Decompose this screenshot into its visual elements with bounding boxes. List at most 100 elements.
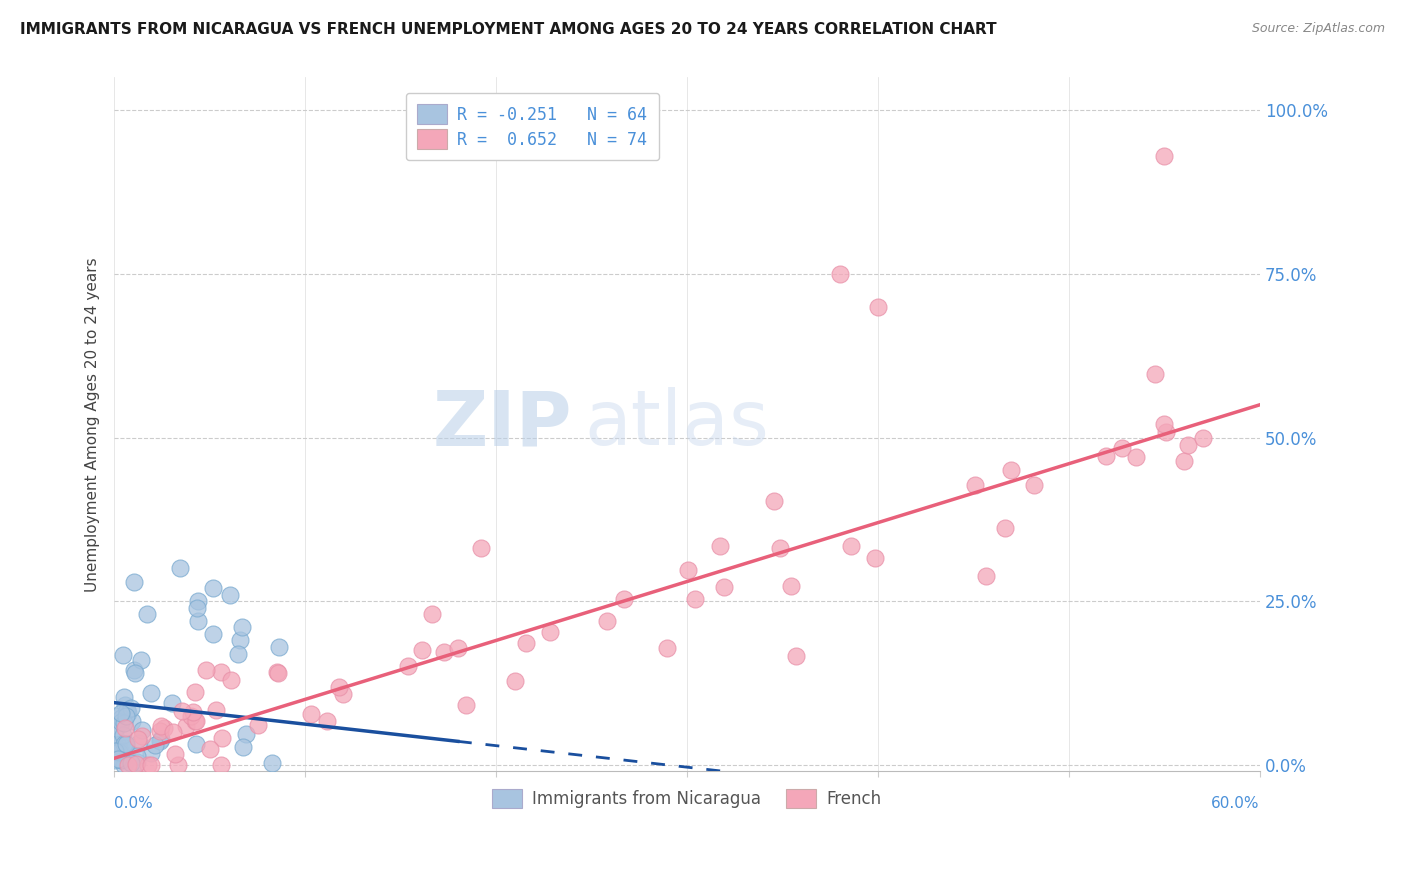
Point — [174, 719, 197, 733]
Point — [299, 707, 322, 722]
Text: Source: ZipAtlas.com: Source: ZipAtlas.com — [1251, 22, 1385, 36]
Point — [260, 756, 283, 770]
Point — [114, 698, 136, 712]
Point — [540, 625, 562, 640]
Point — [454, 698, 477, 712]
Point — [114, 737, 136, 751]
Point — [124, 666, 146, 681]
Point — [107, 747, 129, 762]
Point — [121, 714, 143, 728]
Point — [1095, 449, 1118, 463]
Point — [162, 725, 184, 739]
Point — [763, 494, 786, 508]
Text: 0.0%: 0.0% — [114, 796, 153, 811]
Point — [1154, 425, 1177, 440]
Point — [166, 757, 188, 772]
Point — [131, 723, 153, 737]
Point — [187, 614, 209, 628]
Point — [117, 757, 139, 772]
Point — [433, 645, 456, 659]
Point — [115, 737, 138, 751]
Point — [139, 746, 162, 760]
Point — [657, 640, 679, 655]
Point — [709, 539, 731, 553]
Point — [110, 715, 132, 730]
Point — [596, 614, 619, 628]
Point — [124, 757, 146, 772]
Point — [103, 709, 125, 723]
Point — [1153, 417, 1175, 432]
Point — [184, 685, 207, 699]
Point — [108, 746, 131, 760]
Point — [315, 714, 337, 729]
Point — [231, 620, 253, 634]
Point — [180, 708, 202, 723]
Point — [505, 673, 527, 688]
Point — [187, 594, 209, 608]
Point — [139, 757, 162, 772]
Point — [1111, 441, 1133, 455]
Point — [1022, 478, 1045, 492]
Point — [149, 732, 172, 747]
Point — [104, 728, 127, 742]
Point — [202, 627, 225, 641]
Point — [974, 569, 997, 583]
Y-axis label: Unemployment Among Ages 20 to 24 years: Unemployment Among Ages 20 to 24 years — [86, 257, 100, 591]
Point — [143, 739, 166, 753]
Point — [266, 665, 288, 679]
Point — [396, 659, 419, 673]
Point — [122, 574, 145, 589]
Point — [127, 731, 149, 746]
Point — [1173, 454, 1195, 468]
Point — [125, 756, 148, 770]
Point — [205, 703, 228, 717]
Point — [420, 607, 443, 622]
Point — [107, 738, 129, 752]
Point — [194, 663, 217, 677]
Point — [678, 563, 700, 577]
Point — [150, 719, 173, 733]
Point — [110, 753, 132, 767]
Point — [779, 579, 801, 593]
Point — [713, 581, 735, 595]
Point — [269, 640, 291, 654]
Point — [186, 714, 208, 729]
Point — [515, 636, 537, 650]
Text: atlas: atlas — [583, 387, 769, 461]
Point — [1153, 149, 1175, 163]
Point — [153, 721, 176, 735]
Point — [332, 687, 354, 701]
Point — [114, 705, 136, 719]
Point — [115, 703, 138, 717]
Point — [169, 561, 191, 575]
Point — [866, 300, 889, 314]
Point — [186, 600, 208, 615]
Point — [1144, 368, 1167, 382]
Point — [785, 649, 807, 664]
Point — [107, 752, 129, 766]
Text: ZIP: ZIP — [433, 387, 572, 461]
Point — [181, 705, 204, 719]
Point — [1191, 430, 1213, 444]
Point — [131, 729, 153, 743]
Point — [1125, 450, 1147, 464]
Point — [219, 673, 242, 687]
Legend: Immigrants from Nicaragua, French: Immigrants from Nicaragua, French — [486, 782, 889, 815]
Point — [683, 592, 706, 607]
Point — [162, 696, 184, 710]
Point — [963, 478, 986, 492]
Point — [112, 716, 135, 731]
Point — [122, 663, 145, 677]
Point — [110, 753, 132, 767]
Point — [112, 740, 135, 755]
Text: 60.0%: 60.0% — [1212, 796, 1260, 811]
Point — [104, 753, 127, 767]
Point — [148, 723, 170, 738]
Point — [112, 690, 135, 704]
Point — [470, 541, 492, 555]
Point — [170, 704, 193, 718]
Point — [209, 665, 232, 679]
Point — [128, 736, 150, 750]
Point — [108, 739, 131, 754]
Point — [120, 756, 142, 771]
